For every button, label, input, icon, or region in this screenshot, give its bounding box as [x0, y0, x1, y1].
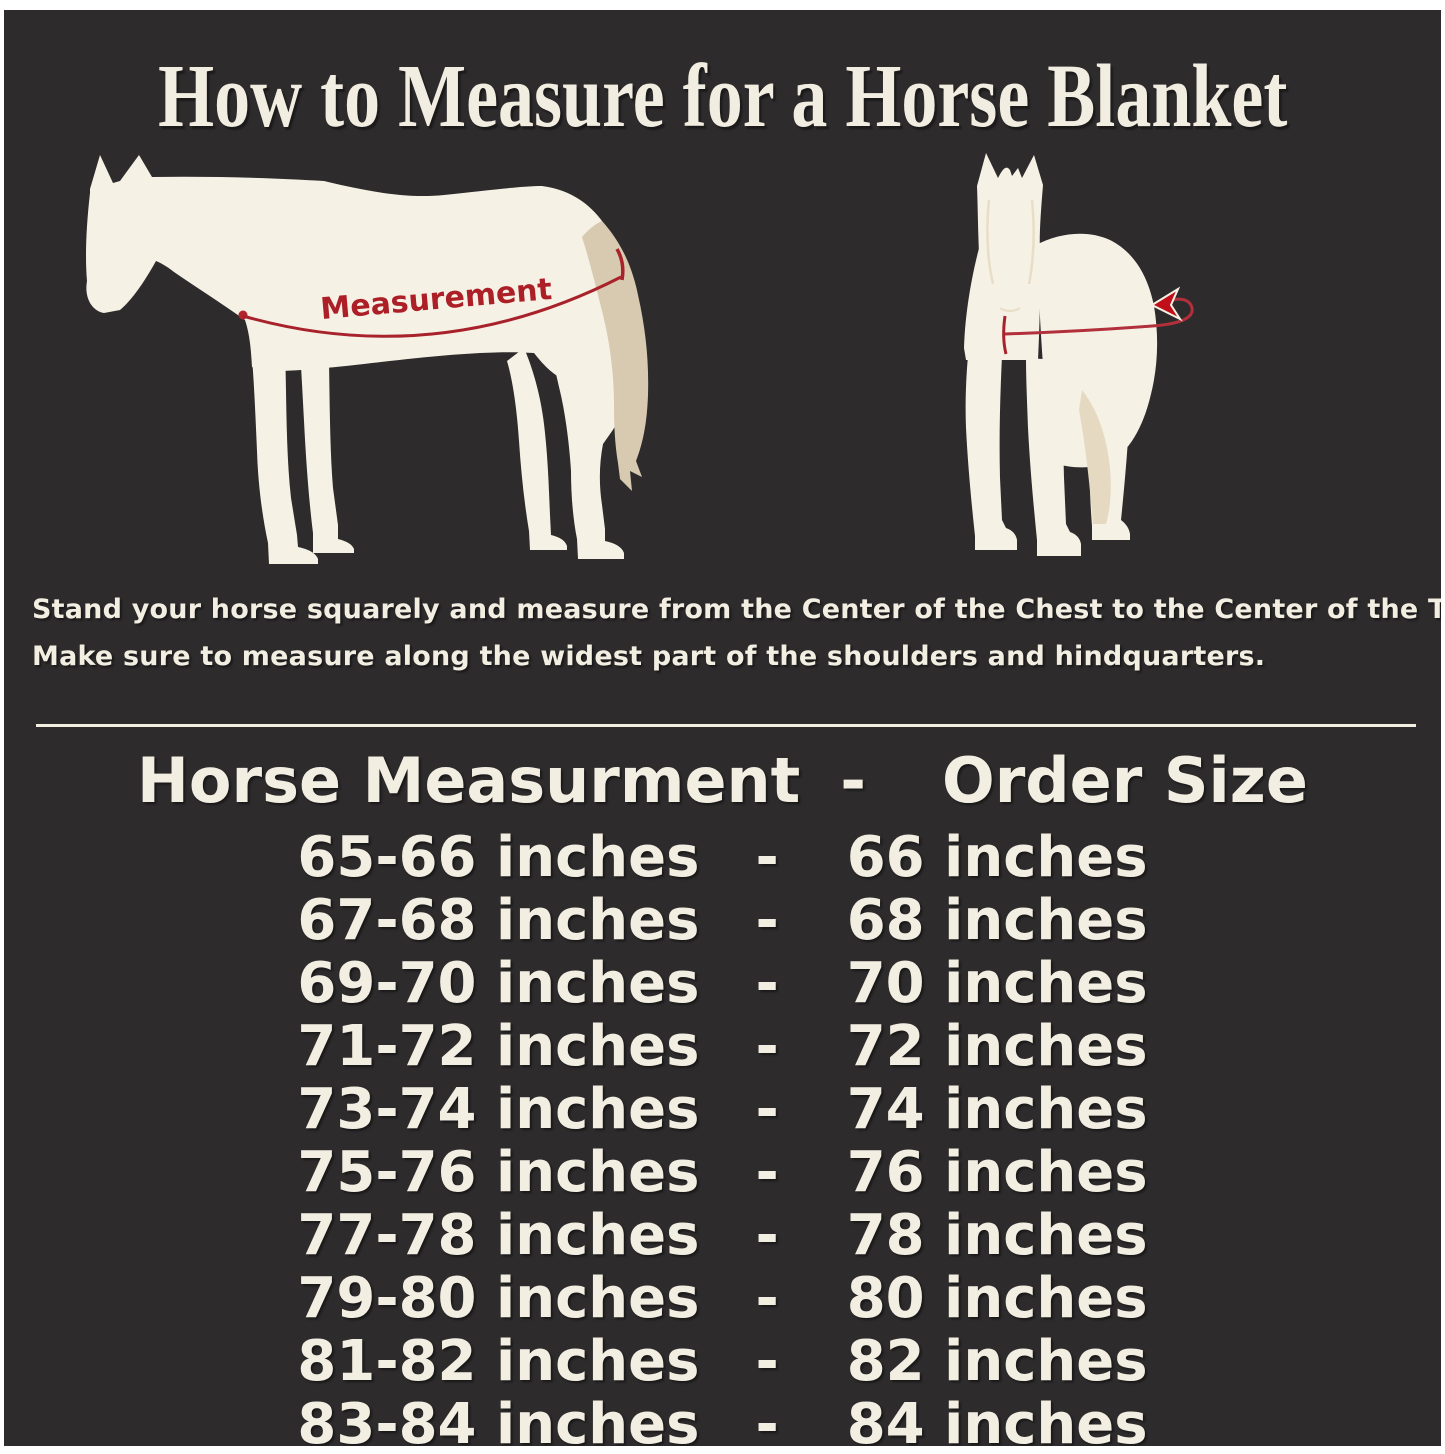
table-row: 75-76 inches - 76 inches — [4, 1141, 1441, 1204]
row-separator: - — [755, 1203, 779, 1268]
side-horse-front-leg-near — [248, 313, 318, 564]
row-order-size: 76 inches — [846, 1140, 1148, 1205]
row-separator: - — [755, 825, 779, 890]
table-row: 81-82 inches - 82 inches — [4, 1330, 1441, 1393]
table-row: 73-74 inches - 74 inches — [4, 1078, 1441, 1141]
row-measurement: 83-84 inches — [297, 1392, 700, 1446]
table-row: 77-78 inches - 78 inches — [4, 1204, 1441, 1267]
girth-tick — [1002, 315, 1008, 355]
row-separator: - — [755, 1014, 779, 1079]
row-order-size: 82 inches — [846, 1329, 1148, 1394]
row-separator: - — [755, 1392, 779, 1446]
dark-canvas: How to Measure for a Horse Blanket Measu… — [4, 10, 1441, 1446]
row-measurement: 69-70 inches — [297, 951, 700, 1016]
table-row: 71-72 inches - 72 inches — [4, 1015, 1441, 1078]
table-row: 83-84 inches - 84 inches — [4, 1393, 1441, 1446]
size-table: Horse Measurment - Order Size 65-66 inches… — [4, 738, 1441, 1446]
table-row: 67-68 inches - 68 inches — [4, 889, 1441, 952]
row-separator: - — [755, 1077, 779, 1142]
side-horse-body — [86, 155, 629, 384]
row-measurement: 71-72 inches — [297, 1014, 700, 1079]
row-measurement: 67-68 inches — [297, 888, 700, 953]
front-horse-head — [977, 153, 1043, 321]
row-order-size: 78 inches — [846, 1203, 1148, 1268]
row-separator: - — [755, 1266, 779, 1331]
instructions-text: Stand your horse squarely and measure fr… — [32, 586, 1441, 680]
measurement-arc — [242, 275, 622, 338]
row-order-size: 72 inches — [846, 1014, 1148, 1079]
girth-line — [1004, 297, 1194, 336]
header-separator: - — [840, 744, 867, 817]
row-order-size: 68 inches — [846, 888, 1148, 953]
front-horse-face-line-right — [1027, 199, 1035, 285]
instructions-line-2: Make sure to measure along the widest pa… — [32, 641, 1266, 672]
row-order-size: 80 inches — [846, 1266, 1148, 1331]
row-order-size: 84 inches — [846, 1392, 1148, 1446]
front-horse-left-leg — [965, 356, 1017, 550]
row-separator: - — [755, 1140, 779, 1205]
row-measurement: 65-66 inches — [297, 825, 700, 890]
girth-arrowhead — [1149, 286, 1183, 322]
front-horse-inner-thigh-shade — [1079, 390, 1111, 524]
table-row: 69-70 inches - 70 inches — [4, 952, 1441, 1015]
table-row: 65-66 inches - 66 inches — [4, 826, 1441, 889]
row-separator: - — [755, 1329, 779, 1394]
front-horse-barrel — [1034, 233, 1158, 468]
header-measurement-col: Horse Measurment — [137, 744, 801, 817]
front-view-horse-illustration — [964, 153, 1194, 556]
row-measurement: 77-78 inches — [297, 1203, 700, 1268]
page-title-text: How to Measure for a Horse Blanket — [157, 46, 1288, 146]
front-horse-face-line-left — [986, 199, 995, 285]
row-measurement: 73-74 inches — [297, 1077, 700, 1142]
row-order-size: 74 inches — [846, 1077, 1148, 1142]
row-separator: - — [755, 951, 779, 1016]
row-measurement: 79-80 inches — [297, 1266, 700, 1331]
row-measurement: 81-82 inches — [297, 1329, 700, 1394]
instructions-line-1: Stand your horse squarely and measure fr… — [32, 594, 1441, 625]
size-rows: 65-66 inches -66 inches 67-68 inches -68 i… — [4, 826, 1441, 1446]
divider-line — [36, 724, 1416, 727]
row-measurement: 75-76 inches — [297, 1140, 700, 1205]
front-horse-chin-line — [999, 307, 1021, 312]
side-horse-hind-leg-far — [507, 348, 567, 550]
side-view-horse-illustration: Measurement — [86, 155, 649, 564]
header-order-col: Order Size — [942, 744, 1308, 817]
front-horse-right-leg — [1026, 358, 1081, 556]
measurement-end-tick — [615, 248, 625, 281]
page-title: How to Measure for a Horse Blanket — [4, 40, 1441, 152]
side-horse-front-leg-far — [298, 315, 354, 553]
size-table-header: Horse Measurment - Order Size — [4, 738, 1441, 824]
row-order-size: 70 inches — [846, 951, 1148, 1016]
row-order-size: 66 inches — [846, 825, 1148, 890]
table-row: 79-80 inches - 80 inches — [4, 1267, 1441, 1330]
row-separator: - — [755, 888, 779, 953]
side-horse-hind-leg-near — [547, 343, 624, 559]
